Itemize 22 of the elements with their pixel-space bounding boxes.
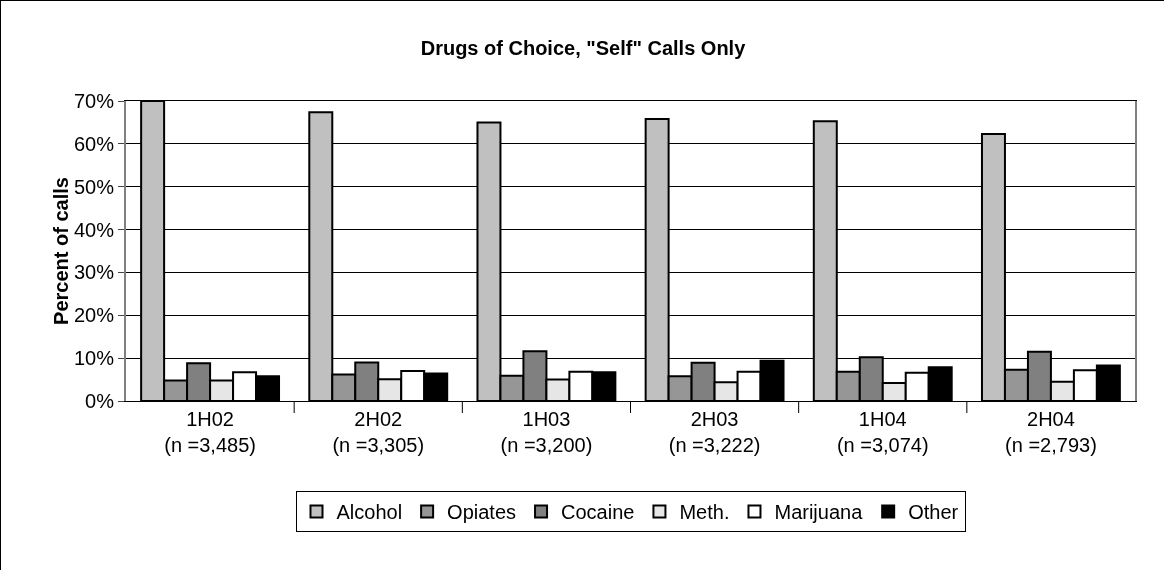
x-tick-label: 2H02 (n =3,305) xyxy=(332,408,425,456)
y-tick-label: 60% xyxy=(73,132,115,155)
y-tick-label: 20% xyxy=(73,304,115,327)
y-axis-title: Percent of calls xyxy=(49,177,72,325)
x-tick-label: 1H03 (n =3,200) xyxy=(500,408,593,456)
x-tick-label: 1H04 (n =3,074) xyxy=(836,408,929,456)
legend-label: Other xyxy=(908,501,959,524)
x-tick-label: 2H03 (n =3,222) xyxy=(668,408,761,456)
legend-label: Meth. xyxy=(679,501,730,524)
x-tick-label: 1H02 (n =3,485) xyxy=(164,408,256,456)
legend-label: Marijuana xyxy=(774,501,864,524)
legend-label: Alcohol xyxy=(336,501,403,524)
y-tick-label: 70% xyxy=(73,90,115,112)
y-tick-label: 0% xyxy=(85,390,115,412)
y-tick-label: 40% xyxy=(73,218,115,241)
y-tick-label: 10% xyxy=(73,347,115,370)
x-tick-label: 2H04 (n =2,793) xyxy=(1005,408,1097,456)
legend-label: Cocaine xyxy=(561,501,635,524)
y-tick-label: 30% xyxy=(73,261,115,284)
chart-title: Drugs of Choice, "Self" Calls Only xyxy=(420,36,747,59)
legend-label: Opiates xyxy=(447,501,517,524)
y-tick-label: 50% xyxy=(73,175,115,198)
